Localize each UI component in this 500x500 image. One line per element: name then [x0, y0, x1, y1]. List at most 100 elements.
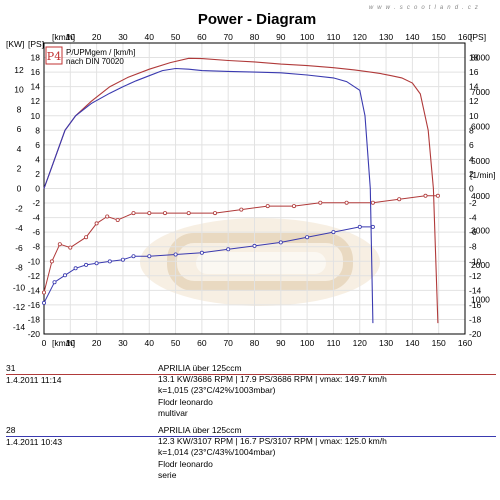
run-entry-28: 28 1.4.2011 10:43 APRILIA über 125ccm 12… — [0, 425, 500, 487]
x-tick-label-top: 40 — [145, 32, 155, 42]
series-31-power-line — [43, 57, 439, 324]
x-tick-label-top: 60 — [197, 32, 207, 42]
series-31-rpm-point — [344, 200, 349, 205]
ps-tick-label-right: 14 — [469, 82, 479, 92]
ps-tick-label-left: 12 — [31, 96, 41, 106]
kw-tick-label: -4 — [15, 223, 23, 233]
x-tick-label-bottom: 30 — [118, 338, 128, 348]
series-31-rpm-point — [84, 235, 89, 240]
series-28-rpm-point — [357, 224, 362, 229]
series-31-rpm-point — [162, 211, 167, 216]
ps-tick-label-left: -8 — [32, 242, 40, 252]
ps-tick-label-right: -8 — [469, 242, 477, 252]
legend-badge-box — [45, 46, 63, 65]
ps-tick-label-left: -14 — [28, 285, 41, 295]
run-datetime: 1.4.2011 10:43 — [6, 437, 63, 447]
run-operator: Flodr leonardo — [158, 396, 213, 407]
series-28-power-line — [43, 67, 374, 324]
series-31-rpm-point — [239, 207, 244, 212]
series-28-rpm-point — [120, 257, 125, 262]
legend-line-1: P/UPMgem / [km/h] — [66, 48, 135, 57]
run-values: 12.3 KW/3107 RPM | 16.7 PS/3107 RPM | vm… — [158, 436, 387, 447]
ps-tick-label-right: 6 — [469, 140, 474, 150]
run-separator — [6, 436, 496, 437]
ps-tick-label-right: -18 — [469, 314, 482, 324]
rpm-tick-label: 4000 — [471, 191, 490, 201]
ps-tick-label-left: 6 — [35, 140, 40, 150]
series-28-rpm-point — [63, 273, 68, 278]
series-31-rpm-point — [115, 217, 120, 222]
ps-tick-label-right: 18 — [469, 53, 479, 63]
chart-grid — [43, 43, 466, 335]
ps-tick-label-left: 16 — [31, 67, 41, 77]
kw-tick-label: 0 — [17, 184, 22, 194]
x-tick-label-bottom: 70 — [223, 338, 233, 348]
x-tick-label-top: 90 — [276, 32, 286, 42]
run-entry-31: 31 1.4.2011 11:14 APRILIA über 125ccm 13… — [0, 363, 500, 425]
ps-tick-label-right: -4 — [469, 213, 477, 223]
series-28-rpm-point — [226, 247, 231, 252]
chart-title: Power - Diagram — [198, 11, 316, 28]
ps-tick-label-left: -2 — [32, 198, 40, 208]
series-28-rpm-point — [84, 262, 89, 267]
series-28-rpm-point — [52, 280, 57, 285]
x-tick-label-top: 30 — [118, 32, 128, 42]
ps-tick-label-left: -10 — [28, 256, 41, 266]
series-31-rpm-point — [42, 290, 47, 295]
series-31-rpm-point — [370, 200, 375, 205]
series-28-rpm-point — [147, 254, 152, 259]
rpm-tick-label: 3000 — [471, 225, 490, 235]
x-tick-label-bottom: 10 — [66, 338, 76, 348]
x-tick-label-top: 150 — [432, 32, 446, 42]
ps-tick-label-right: 10 — [469, 111, 479, 121]
ps-tick-label-right: 8 — [469, 125, 474, 135]
kw-unit: [KW] — [6, 39, 24, 49]
series-31-rpm-point — [435, 193, 440, 198]
ps-tick-label-left: 10 — [31, 111, 41, 121]
legend: P4 P/UPMgem / [km/h] nach DIN 70020 — [45, 46, 135, 66]
series-layer — [42, 57, 440, 324]
watermark-text: w w w . s c o o t l a n d . c z — [369, 5, 479, 11]
kw-tick-label: 2 — [17, 164, 22, 174]
x-tick-label-bottom: 80 — [250, 338, 260, 348]
run-id: 28 — [6, 425, 16, 435]
kw-tick-label: 10 — [14, 85, 24, 95]
rpm-unit: [1/min] — [470, 170, 496, 180]
series-31-rpm-point — [147, 211, 152, 216]
series-31-rpm-point — [291, 204, 296, 209]
series-28-rpm-point — [199, 250, 204, 255]
series-28-rpm-point — [331, 230, 336, 235]
ps-tick-label-right: 12 — [469, 96, 479, 106]
x-tick-label-top: 120 — [353, 32, 367, 42]
kw-axis: 12 10 8 6 4 2 0 -2 -4 -6 -8 -10 -12 -14 — [13, 65, 26, 332]
run-list: 31 1.4.2011 11:14 APRILIA über 125ccm 13… — [0, 363, 500, 487]
ps-unit-left: [PS] — [28, 39, 44, 49]
run-note: serie — [158, 469, 177, 480]
x-unit-bottom: [km/h] — [52, 338, 75, 348]
series-31-rpm-line — [43, 195, 438, 293]
series-31-rpm-point — [186, 211, 191, 216]
run-values: 13.1 KW/3686 RPM | 17.9 PS/3686 RPM | vm… — [158, 374, 387, 385]
series-28-rpm-point — [107, 259, 112, 264]
ps-tick-label-left: 18 — [31, 53, 41, 63]
x-axis-bottom: 0 10 20 30 40 50 60 70 80 90 100 110 120 130 140 150 160 — [42, 338, 473, 348]
series-31-rpm-point — [212, 211, 217, 216]
run-conditions: k=1,014 (23°C/43%/1004mbar) — [158, 447, 276, 458]
run-info: APRILIA über 125ccm 12.3 KW/3107 RPM | 1… — [158, 425, 387, 481]
ps-tick-label-left: -18 — [28, 314, 41, 324]
kw-tick-label: -12 — [13, 302, 26, 312]
series-31-rpm-point — [94, 221, 99, 226]
series-28-rpm-point — [94, 261, 99, 266]
series-31-rpm-point — [397, 197, 402, 202]
kw-tick-label: 4 — [17, 144, 22, 154]
legend-badge: P4 — [47, 50, 61, 63]
x-tick-label-bottom: 0 — [42, 338, 47, 348]
ps-axis-right: 18 16 14 12 10 8 6 4 2 0 -2 -4 -6 -8 -10 -12 -14 -16 -18 -2… — [469, 53, 482, 339]
run-datetime: 1.4.2011 11:14 — [6, 375, 62, 385]
series-28-rpm-point — [173, 252, 178, 257]
ps-tick-label-left: -6 — [32, 227, 40, 237]
ps-tick-label-right: 16 — [469, 67, 479, 77]
run-note: multivar — [158, 407, 188, 418]
x-tick-label-top: 160 — [458, 32, 472, 42]
rpm-tick-label: 6000 — [471, 122, 490, 132]
